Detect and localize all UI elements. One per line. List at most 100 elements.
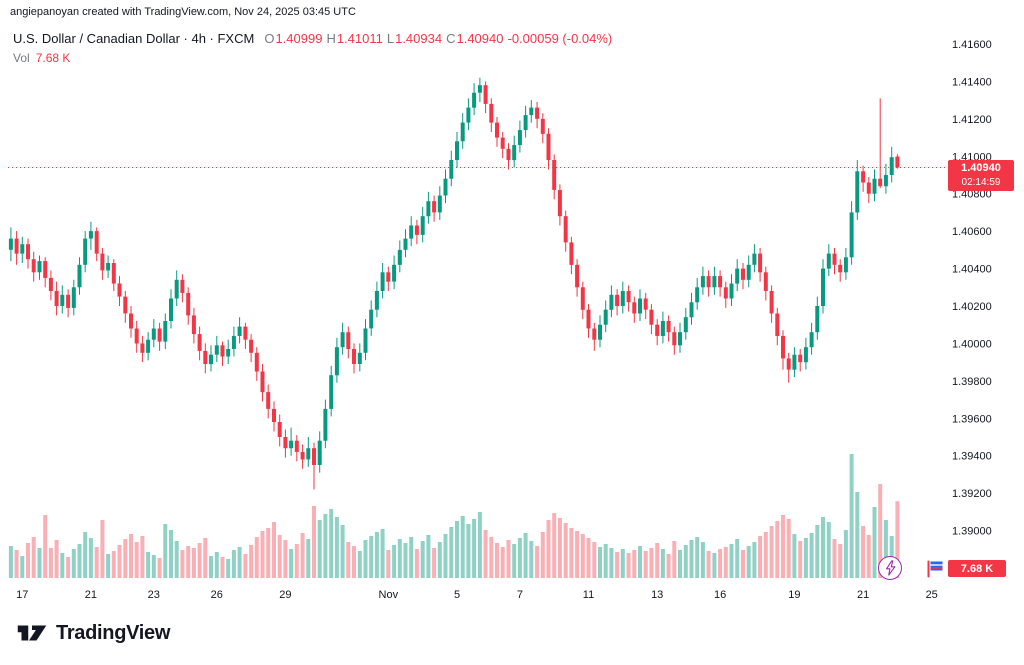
open-label: O [264,31,275,46]
time-axis[interactable]: 17 21 23 26 29 Nov 5 7 11 13 16 19 21 25 [16,589,938,601]
candle-down [432,201,437,213]
volume-bar [277,535,282,578]
candle-up [363,328,368,353]
volume-bar [563,523,568,578]
candle-down [540,118,545,134]
volume-bar [483,530,488,578]
volume-bar [660,549,665,578]
candle-down [43,261,48,278]
candle-up [420,216,425,235]
volume-value: 7.68 K [35,51,71,65]
volume-bar [489,537,494,578]
volume-bar [203,538,208,578]
candle-up [169,298,173,321]
flag-icon[interactable] [925,559,945,579]
candle-down [483,85,488,104]
candle-down [191,315,196,335]
volume-bar [266,528,271,578]
volume-bar [895,501,900,578]
candle-down [563,216,568,243]
candle-up [712,276,717,288]
candle-down [575,264,580,288]
volume-bar [20,556,25,578]
volume-bar [26,543,30,578]
candle-down [346,332,351,349]
time-axis-label: 17 [16,589,28,601]
candle-down [54,291,59,306]
volume-bar [706,551,711,578]
price-axis[interactable]: 1.416001.414001.412001.410001.408001.406… [952,39,992,575]
volume-bar [157,558,162,578]
candles-pane[interactable] [8,77,900,490]
volume-bar [380,529,385,578]
volume-bar [306,539,311,578]
volume-bar [883,520,888,578]
tradingview-logo[interactable]: TradingView [16,621,170,645]
candle-up [803,347,808,363]
price-axis-label: 1.41400 [952,76,992,88]
candle-down [277,422,282,437]
volume-pane[interactable] [8,454,900,578]
volume-bar [763,532,768,578]
candle-down [243,326,248,340]
candle-up [729,283,734,299]
time-axis-label: 23 [148,589,160,601]
candle-down [832,253,837,265]
candle-up [443,178,448,196]
volume-bar [260,531,265,578]
candlestick-chart[interactable]: 1.416001.414001.412001.410001.408001.406… [0,0,1024,612]
candle-down [672,332,677,346]
volume-bar [220,557,225,578]
candle-up [638,298,642,314]
low-value: 1.40934 [395,31,443,46]
volume-bar [615,552,620,578]
candle-up [397,249,402,265]
candle-down [300,452,305,460]
candle-down [775,313,780,336]
symbol-title[interactable]: U.S. Dollar / Canadian Dollar · 4h · FXC… [13,31,255,46]
volume-bar [272,522,276,578]
candle-up [449,160,454,179]
candle-down [94,231,99,254]
volume-bar [495,543,499,578]
volume-bar [477,512,482,578]
price-axis-label: 1.40400 [952,264,992,276]
volume-bar [609,548,614,578]
candle-up [323,408,328,441]
candle-down [626,291,631,303]
candle-down [861,171,866,183]
volume-bar [758,536,763,578]
price-axis-label: 1.39800 [952,376,992,388]
candle-up [512,145,517,161]
candle-up [71,287,76,308]
candle-up [598,324,602,340]
boost-button[interactable] [878,556,902,580]
candle-up [792,354,797,370]
candle-down [352,349,356,364]
candle-down [781,335,785,359]
volume-bar [529,541,534,578]
candle-down [557,190,562,217]
price-axis-label: 1.40800 [952,189,992,201]
volume-bar [300,533,305,578]
candle-down [632,302,637,314]
candle-down [569,242,574,265]
candle-up [695,287,700,303]
volume-bar [374,532,379,578]
volume-label: Vol [13,51,30,65]
candle-down [157,328,162,342]
candle-down [718,276,723,288]
volume-bar [603,544,608,578]
candle-down [386,272,391,282]
candle-down [838,264,843,273]
candle-up [523,115,528,131]
candle-up [374,291,379,310]
close-label: C [446,31,456,46]
volume-bar [174,541,179,578]
time-axis-label: 21 [857,589,869,601]
bar-countdown: 02:14:59 [961,176,1001,188]
candle-up [472,92,477,108]
candle-up [620,291,625,306]
open-value: 1.40999 [275,31,323,46]
volume-bar [209,556,213,578]
